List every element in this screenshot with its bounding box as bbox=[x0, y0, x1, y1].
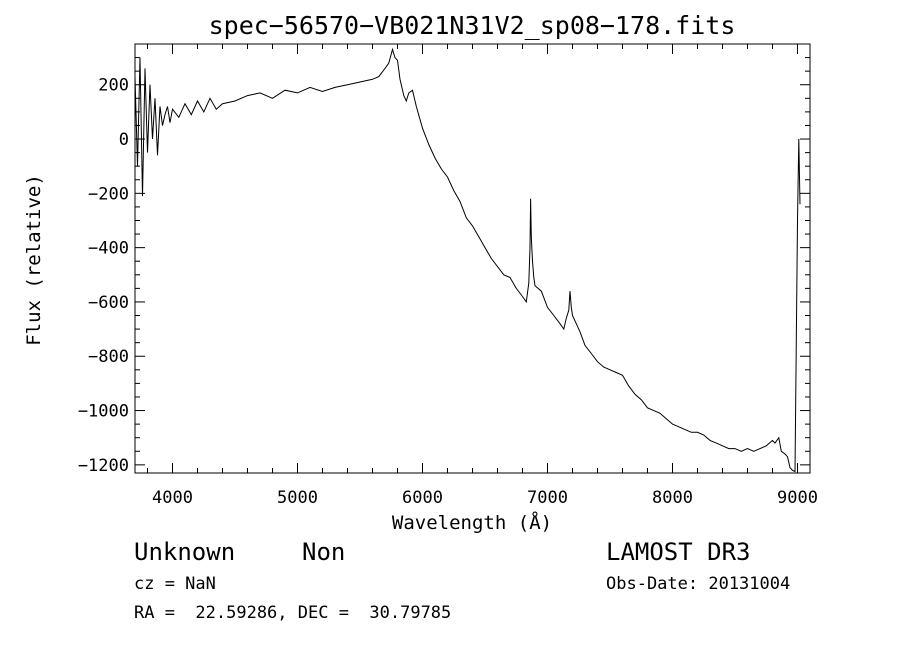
x-tick-label: 7000 bbox=[527, 488, 568, 508]
y-tick-label: −1200 bbox=[78, 456, 129, 476]
redshift-line: cz = NaN bbox=[134, 574, 216, 594]
y-tick-label: 0 bbox=[119, 130, 129, 150]
chart-title: spec−56570−VB021N31V2_sp08−178.fits bbox=[209, 11, 736, 40]
y-tick-label: −600 bbox=[88, 293, 129, 313]
x-tick-label: 9000 bbox=[777, 488, 818, 508]
object-type: Non bbox=[302, 538, 346, 566]
x-tick-label: 6000 bbox=[402, 488, 443, 508]
y-tick-label: −200 bbox=[88, 184, 129, 204]
y-tick-label: −400 bbox=[88, 239, 129, 259]
y-axis-label: Flux (relative) bbox=[23, 174, 45, 346]
y-tick-label: −1000 bbox=[78, 402, 129, 422]
survey-name: LAMOST DR3 bbox=[606, 538, 751, 566]
x-tick-label: 8000 bbox=[652, 488, 693, 508]
object-class: Unknown bbox=[134, 538, 236, 566]
coordinates: RA = 22.59286, DEC = 30.79785 bbox=[134, 603, 452, 623]
plot-frame bbox=[134, 43, 811, 474]
spectrum-line bbox=[135, 47, 801, 473]
obs-date: Obs-Date: 20131004 bbox=[606, 574, 791, 594]
x-tick-label: 5000 bbox=[277, 488, 318, 508]
y-tick-label: −800 bbox=[88, 347, 129, 367]
y-tick-label: 200 bbox=[98, 76, 129, 96]
x-tick-label: 4000 bbox=[152, 488, 193, 508]
x-axis-label: Wavelength (Å) bbox=[392, 511, 552, 534]
